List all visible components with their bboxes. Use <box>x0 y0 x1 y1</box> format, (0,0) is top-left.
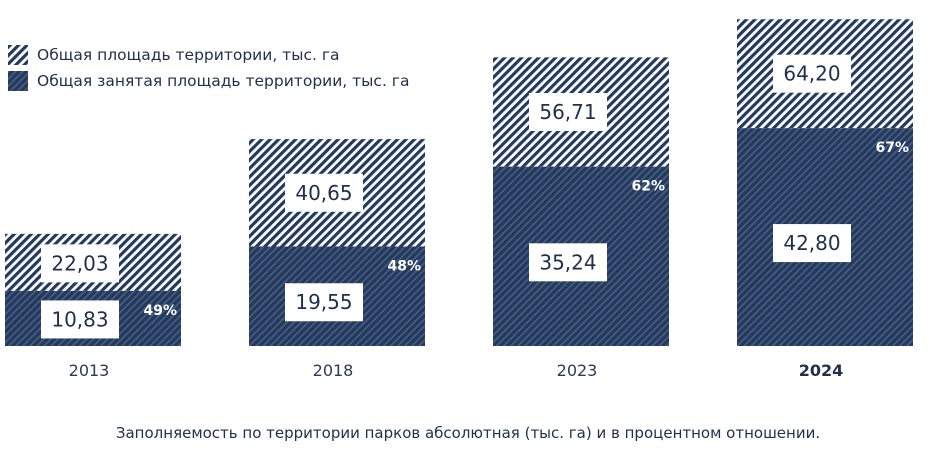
percent-label-2018: 48% <box>387 258 421 274</box>
x-tick-label-2024: 2024 <box>799 361 844 380</box>
occupied-label-box-2013 <box>41 300 119 339</box>
occupied-label-box-2018 <box>285 283 363 322</box>
total-value-label-2018: 40,65 <box>295 181 352 205</box>
legend-item-total: Общая площадь территории, тыс. га <box>8 42 409 68</box>
legend-swatch-occupied <box>8 71 28 91</box>
x-tick-label-2023: 2023 <box>557 361 598 380</box>
total-label-box-2023 <box>529 92 607 131</box>
occupied-value-label-2018: 19,55 <box>295 290 352 314</box>
occupied-label-box-2023 <box>529 243 607 282</box>
percent-label-2024: 67% <box>875 140 909 156</box>
total-value-label-2024: 64,20 <box>783 62 840 86</box>
legend-swatch-total <box>8 45 28 65</box>
chart-caption: Заполняемость по территории парков абсол… <box>115 424 821 442</box>
percent-label-2023: 62% <box>631 179 665 195</box>
total-value-label-2023: 56,71 <box>539 100 596 124</box>
percent-label-2013: 49% <box>143 303 177 319</box>
legend-item-occupied: Общая занятая площадь территории, тыс. г… <box>8 68 409 94</box>
occupied-value-label-2024: 42,80 <box>783 231 840 255</box>
total-label-box-2013 <box>41 244 119 283</box>
occupied-value-label-2023: 35,24 <box>539 250 596 274</box>
occupied-label-box-2024 <box>773 224 851 263</box>
total-value-label-2013: 22,03 <box>51 251 108 275</box>
total-label-box-2018 <box>285 173 363 212</box>
legend-label-total: Общая площадь территории, тыс. га <box>37 46 340 64</box>
total-label-box-2024 <box>773 54 851 93</box>
x-tick-label-2013: 2013 <box>69 361 110 380</box>
legend-label-occupied: Общая занятая площадь территории, тыс. г… <box>37 72 410 90</box>
legend: Общая площадь территории, тыс. га Общая … <box>8 42 409 94</box>
occupied-value-label-2013: 10,83 <box>51 307 108 331</box>
x-tick-label-2018: 2018 <box>313 361 354 380</box>
